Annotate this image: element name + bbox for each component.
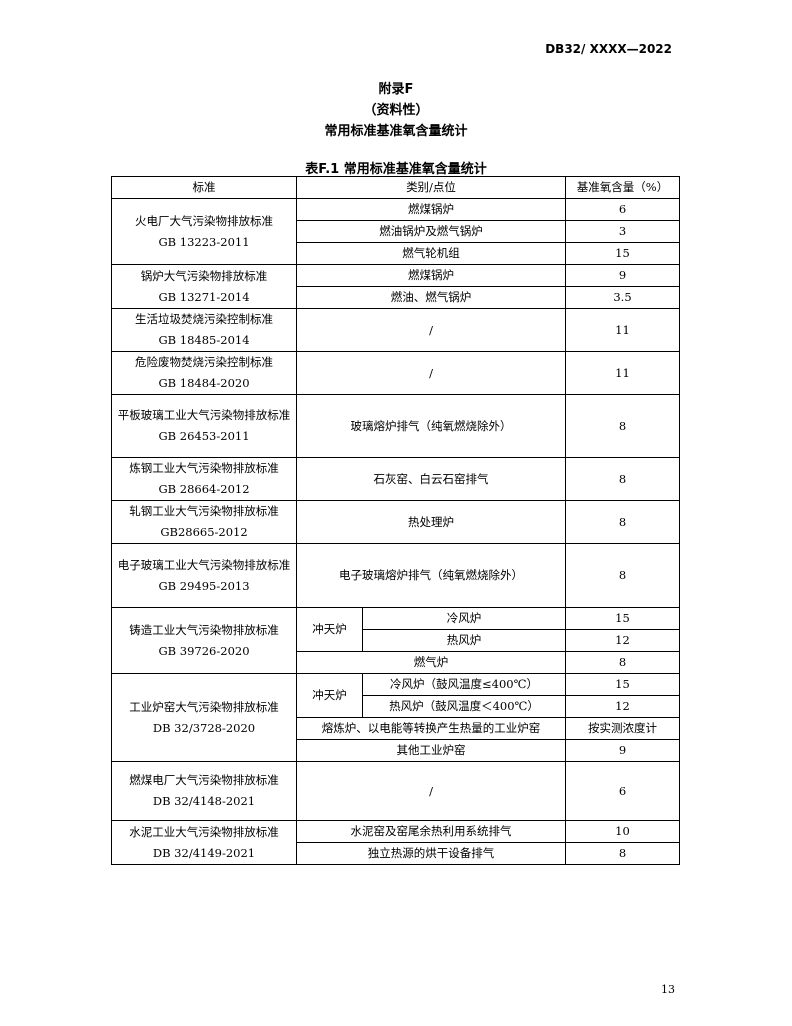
table-row: 热风炉 12 bbox=[112, 629, 680, 652]
value-cell: 15 bbox=[565, 607, 680, 630]
standard-cell: 平板玻璃工业大气污染物排放标准 GB 26453-2011 bbox=[111, 394, 297, 458]
page-number: 13 bbox=[661, 983, 675, 996]
table-row: 铸造工业大气污染物排放标准 GB 39726-2020 冲天炉 冷风炉 15 bbox=[111, 607, 680, 674]
value-cell: 8 bbox=[565, 842, 680, 865]
standard-cell: 轧钢工业大气污染物排放标准 GB28665-2012 bbox=[111, 500, 297, 544]
value-cell: 8 bbox=[565, 543, 680, 608]
value-cell: 8 bbox=[565, 394, 680, 458]
category-cell: / bbox=[296, 761, 566, 821]
category-cell: 燃油锅炉及燃气锅炉 bbox=[296, 220, 566, 243]
category-cell: 其他工业炉窑 bbox=[296, 739, 566, 762]
appendix-subtitle: 常用标准基准氧含量统计 bbox=[324, 124, 468, 139]
table-row: 燃气炉 8 bbox=[112, 651, 680, 674]
value-cell: 6 bbox=[565, 198, 680, 221]
table-caption: 表F.1 常用标准基准氧含量统计 bbox=[305, 162, 487, 177]
table-row: 燃煤电厂大气污染物排放标准 DB 32/4148-2021/6 bbox=[111, 761, 680, 821]
category-cell: 电子玻璃熔炉排气（纯氧燃烧除外） bbox=[296, 543, 566, 608]
category-cell: / bbox=[296, 308, 566, 352]
value-cell: 8 bbox=[565, 500, 680, 544]
standard-cell: 电子玻璃工业大气污染物排放标准 GB 29495-2013 bbox=[111, 543, 297, 608]
standard-cell: 工业炉窑大气污染物排放标准 DB 32/3728-2020 bbox=[111, 673, 297, 762]
category-cell: 玻璃熔炉排气（纯氧燃烧除外） bbox=[296, 394, 566, 458]
value-cell: 11 bbox=[565, 308, 680, 352]
category-cell: 燃油、燃气锅炉 bbox=[296, 286, 566, 309]
oxygen-table: 标准 类别/点位 基准氧含量（%） 火电厂大气污染物排放标准 GB 13223-2… bbox=[111, 176, 680, 865]
value-cell: 12 bbox=[565, 695, 680, 718]
table-header: 标准 类别/点位 基准氧含量（%） bbox=[111, 176, 680, 199]
standard-cell: 铸造工业大气污染物排放标准 GB 39726-2020 bbox=[111, 607, 297, 674]
category-cell: 石灰窑、白云石窑排气 bbox=[296, 457, 566, 501]
category-cell: 燃煤锅炉 bbox=[296, 264, 566, 287]
value-cell: 15 bbox=[565, 673, 680, 696]
category-cell: 水泥窑及窑尾余热利用系统排气 bbox=[296, 820, 566, 843]
category-cell: 热处理炉 bbox=[296, 500, 566, 544]
standard-cell: 水泥工业大气污染物排放标准 DB 32/4149-2021 bbox=[111, 820, 297, 865]
col-header: 标准 bbox=[111, 176, 297, 199]
category-cell: 冷风炉（鼓风温度≤400℃） bbox=[362, 673, 566, 696]
table-row: 炼钢工业大气污染物排放标准 GB 28664-2012 石灰窑、白云石窑排气 8 bbox=[111, 457, 680, 501]
value-cell: 3.5 bbox=[565, 286, 680, 309]
table-row: 水泥工业大气污染物排放标准 DB 32/4149-2021 水泥窑及窑尾余热利用系… bbox=[111, 820, 680, 865]
value-cell: 8 bbox=[565, 651, 680, 674]
table-row: 锅炉大气污染物排放标准 GB 13271-2014 燃煤锅炉 9 bbox=[111, 264, 680, 309]
col-header: 类别/点位 bbox=[296, 176, 566, 199]
doc-code: DB32/ XXXX—2022 bbox=[545, 42, 672, 56]
value-cell: 6 bbox=[565, 761, 680, 821]
value-cell: 8 bbox=[565, 457, 680, 501]
standard-cell: 锅炉大气污染物排放标准 GB 13271-2014 bbox=[111, 264, 297, 309]
category-cell: 热风炉 bbox=[362, 629, 566, 652]
group-cell: 冲天炉 bbox=[296, 673, 363, 718]
standard-cell: 炼钢工业大气污染物排放标准 GB 28664-2012 bbox=[111, 457, 297, 501]
value-cell: 9 bbox=[565, 264, 680, 287]
value-cell: 9 bbox=[565, 739, 680, 762]
value-cell: 12 bbox=[565, 629, 680, 652]
appendix-title: 附录F bbox=[378, 82, 414, 97]
group-cell: 冲天炉 bbox=[296, 607, 363, 652]
category-cell: 熔炼炉、以电能等转换产生热量的工业炉窑 bbox=[296, 717, 566, 740]
standard-cell: 生活垃圾焚烧污染控制标准 GB 18485-2014 bbox=[111, 308, 297, 352]
value-cell: 11 bbox=[565, 351, 680, 395]
table-row: 轧钢工业大气污染物排放标准 GB28665-2012 热处理炉 8 bbox=[111, 500, 680, 544]
col-header: 基准氧含量（%） bbox=[565, 176, 680, 199]
table-row: 火电厂大气污染物排放标准 GB 13223-2011 燃煤锅炉 6 bbox=[111, 198, 680, 265]
standard-cell: 危险废物焚烧污染控制标准 GB 18484-2020 bbox=[111, 351, 297, 395]
value-cell: 10 bbox=[565, 820, 680, 843]
table-row: 平板玻璃工业大气污染物排放标准 GB 26453-2011 玻璃熔炉排气（纯氧燃烧除… bbox=[111, 394, 680, 458]
standard-cell: 燃煤电厂大气污染物排放标准 DB 32/4148-2021 bbox=[111, 761, 297, 821]
value-cell: 按实测浓度计 bbox=[565, 717, 680, 740]
value-cell: 15 bbox=[565, 242, 680, 265]
table-row: 电子玻璃工业大气污染物排放标准 GB 29495-2013 电子玻璃熔炉排气（纯氧燃… bbox=[111, 543, 680, 608]
table-row: 工业炉窑大气污染物排放标准 DB 32/3728-2020 冲天炉 冷风炉（鼓风温… bbox=[111, 673, 680, 762]
category-cell: 冷风炉 bbox=[362, 607, 566, 630]
category-cell: 热风炉（鼓风温度＜400℃） bbox=[362, 695, 566, 718]
table-row: 熔炼炉、以电能等转换产生热量的工业炉窑 按实测浓度计 bbox=[112, 717, 680, 740]
category-cell: / bbox=[296, 351, 566, 395]
standard-cell: 火电厂大气污染物排放标准 GB 13223-2011 bbox=[111, 198, 297, 265]
category-cell: 燃煤锅炉 bbox=[296, 198, 566, 221]
table-row: 生活垃圾焚烧污染控制标准 GB 18485-2014/11 bbox=[111, 308, 680, 352]
category-cell: 燃气炉 bbox=[296, 651, 566, 674]
table-row: 独立热源的烘干设备排气 8 bbox=[112, 842, 680, 865]
table-row: 危险废物焚烧污染控制标准 GB 18484-2020/11 bbox=[111, 351, 680, 395]
category-cell: 独立热源的烘干设备排气 bbox=[296, 842, 566, 865]
category-cell: 燃气轮机组 bbox=[296, 242, 566, 265]
value-cell: 3 bbox=[565, 220, 680, 243]
appendix-type: （资料性） bbox=[363, 103, 429, 118]
